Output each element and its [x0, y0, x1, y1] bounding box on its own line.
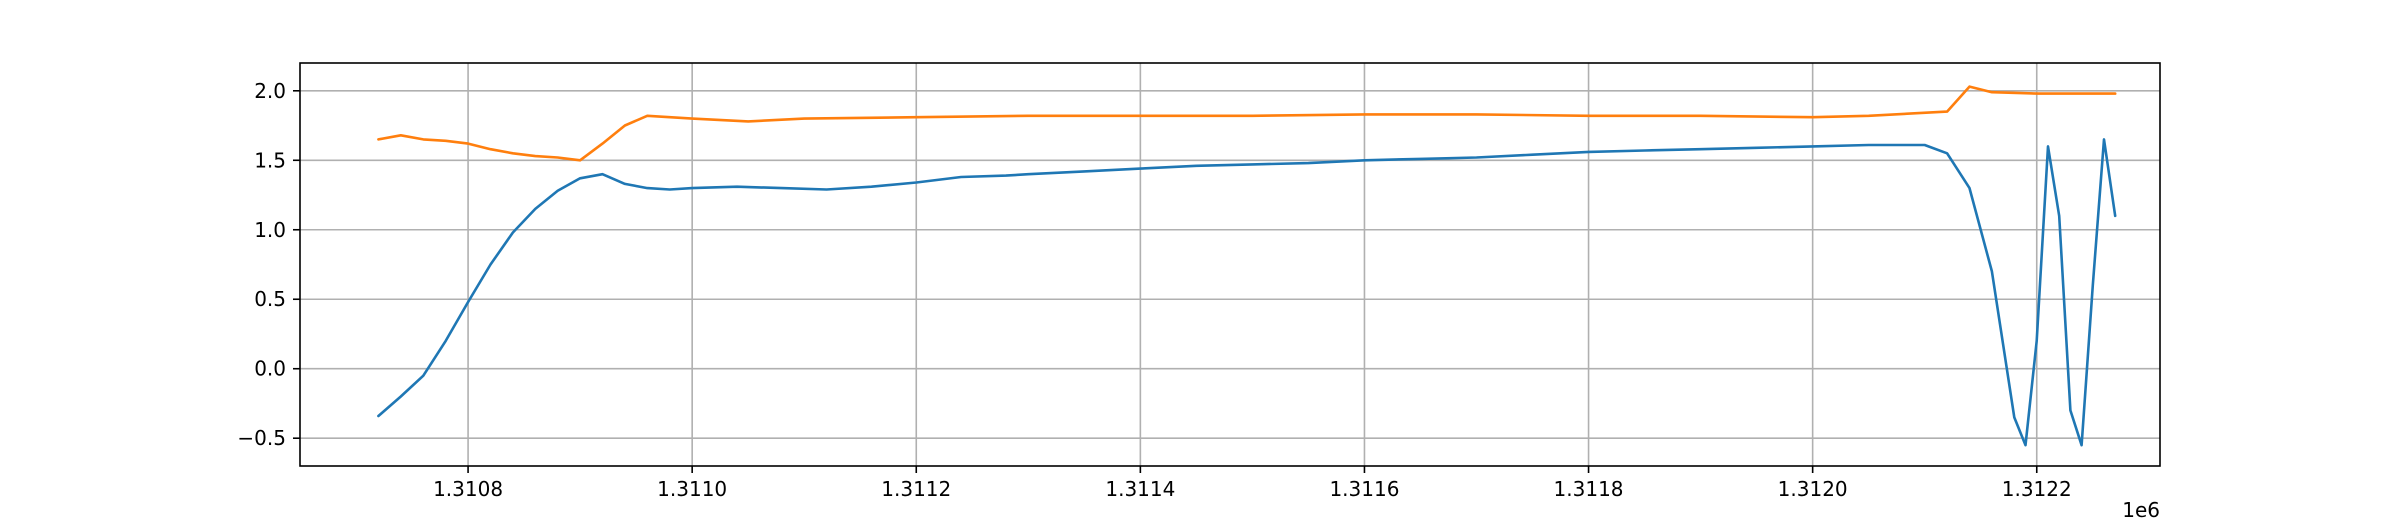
x-tick-label: 1.3120: [1778, 477, 1848, 501]
x-tick-label: 1.3108: [433, 477, 503, 501]
x-tick-label: 1.3122: [2002, 477, 2072, 501]
y-tick-label: 0.0: [254, 357, 286, 381]
y-axis-ticks: −0.5 0.0 0.5 1.0 1.5 2.0: [237, 79, 300, 450]
plot-area-background: [300, 63, 2160, 466]
axes-frame: [299, 62, 2161, 467]
x-axis-offset-label: 1e6: [2122, 498, 2160, 522]
series-line-1: [377, 138, 2117, 447]
y-tick-label: 0.5: [254, 287, 286, 311]
data-series: [377, 85, 2117, 447]
x-tick-label: 1.3110: [657, 477, 727, 501]
x-tick-label: 1.3116: [1329, 477, 1399, 501]
grid-lines: [300, 63, 2160, 466]
x-tick-label: 1.3112: [881, 477, 951, 501]
y-tick-label: −0.5: [237, 426, 286, 450]
x-tick-label: 1.3118: [1554, 477, 1624, 501]
x-tick-label: 1.3114: [1105, 477, 1175, 501]
y-tick-label: 1.5: [254, 148, 286, 172]
series-line-2: [377, 85, 2117, 162]
y-tick-label: 2.0: [254, 79, 286, 103]
y-tick-label: 1.0: [254, 218, 286, 242]
x-axis-ticks: 1.3108 1.3110 1.3112 1.3114 1.3116 1.3118 1.31…: [433, 466, 2072, 501]
